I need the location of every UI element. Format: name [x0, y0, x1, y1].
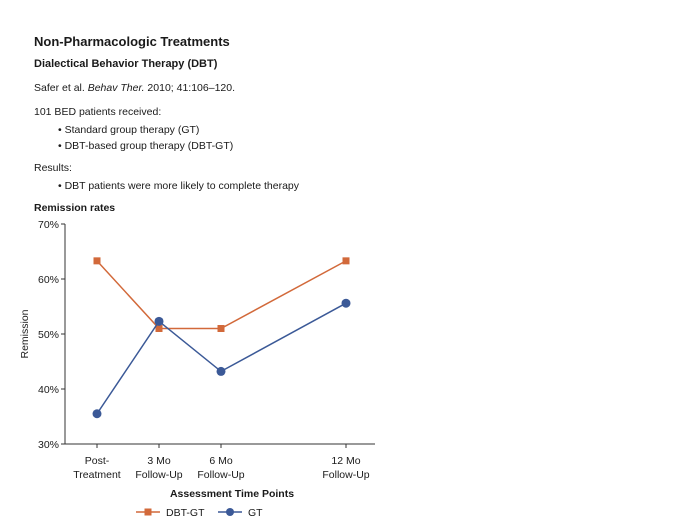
x-tick-label: 12 Mo: [331, 455, 360, 467]
citation-journal: Behav Ther.: [87, 82, 145, 94]
series-line-dbt-gt: [96, 260, 347, 330]
x-tick-label: Follow-Up: [135, 469, 182, 481]
data-point-gt: [92, 409, 102, 419]
data-point-gt: [341, 298, 351, 308]
y-tick-label: 70%: [38, 219, 59, 231]
x-tick-label: Follow-Up: [197, 469, 244, 481]
citation-details: 2010; 41:106–120.: [144, 82, 236, 94]
x-tick-label: Post-: [85, 455, 110, 467]
group-item-dbt-gt: DBT-based group therapy (DBT-GT): [58, 138, 234, 154]
y-axis-title: Remission: [19, 309, 31, 358]
chart-title: Remission rates: [34, 202, 116, 214]
x-tick-label: 3 Mo: [147, 455, 171, 467]
y-tick-label: 50%: [38, 329, 59, 341]
y-tick-label: 40%: [38, 384, 59, 396]
group-item-gt: Standard group therapy (GT): [58, 122, 233, 138]
data-point-gt: [216, 366, 226, 376]
legend-label-gt: GT: [248, 507, 263, 519]
group-list: Standard group therapy (GT) DBT-based gr…: [58, 122, 234, 154]
data-point-gt: [154, 316, 164, 326]
y-tick-label: 60%: [38, 274, 59, 286]
data-point-dbt-gt: [342, 257, 350, 265]
result-item: DBT patients were more likely to complet…: [58, 178, 299, 194]
data-point-dbt-gt: [155, 325, 163, 332]
x-tick-label: 6 Mo: [209, 455, 233, 467]
x-tick-label: Treatment: [73, 469, 121, 481]
x-tick-label: Follow-Up: [322, 469, 369, 481]
data-point-dbt-gt: [217, 325, 225, 332]
x-axis-title: Assessment Time Points: [170, 488, 294, 500]
citation: Safer et al. Behav Ther. 2010; 41:106–12…: [34, 82, 235, 94]
legend-marker-gt: [226, 508, 234, 516]
citation-authors: Safer et al.: [34, 82, 88, 94]
legend-label-dbt-gt: DBT-GT: [166, 507, 205, 519]
legend-marker-dbt-gt: [144, 508, 152, 516]
slide-subtitle: Dialectical Behavior Therapy (DBT): [34, 58, 218, 70]
series-line-gt: [96, 302, 347, 415]
y-tick-label: 30%: [38, 439, 59, 451]
data-point-dbt-gt: [93, 257, 101, 265]
intro-text: 101 BED patients received:: [34, 106, 162, 118]
slide-title: Non-Pharmacologic Treatments: [34, 34, 230, 49]
results-list: DBT patients were more likely to complet…: [58, 178, 299, 194]
results-label: Results:: [34, 162, 72, 174]
